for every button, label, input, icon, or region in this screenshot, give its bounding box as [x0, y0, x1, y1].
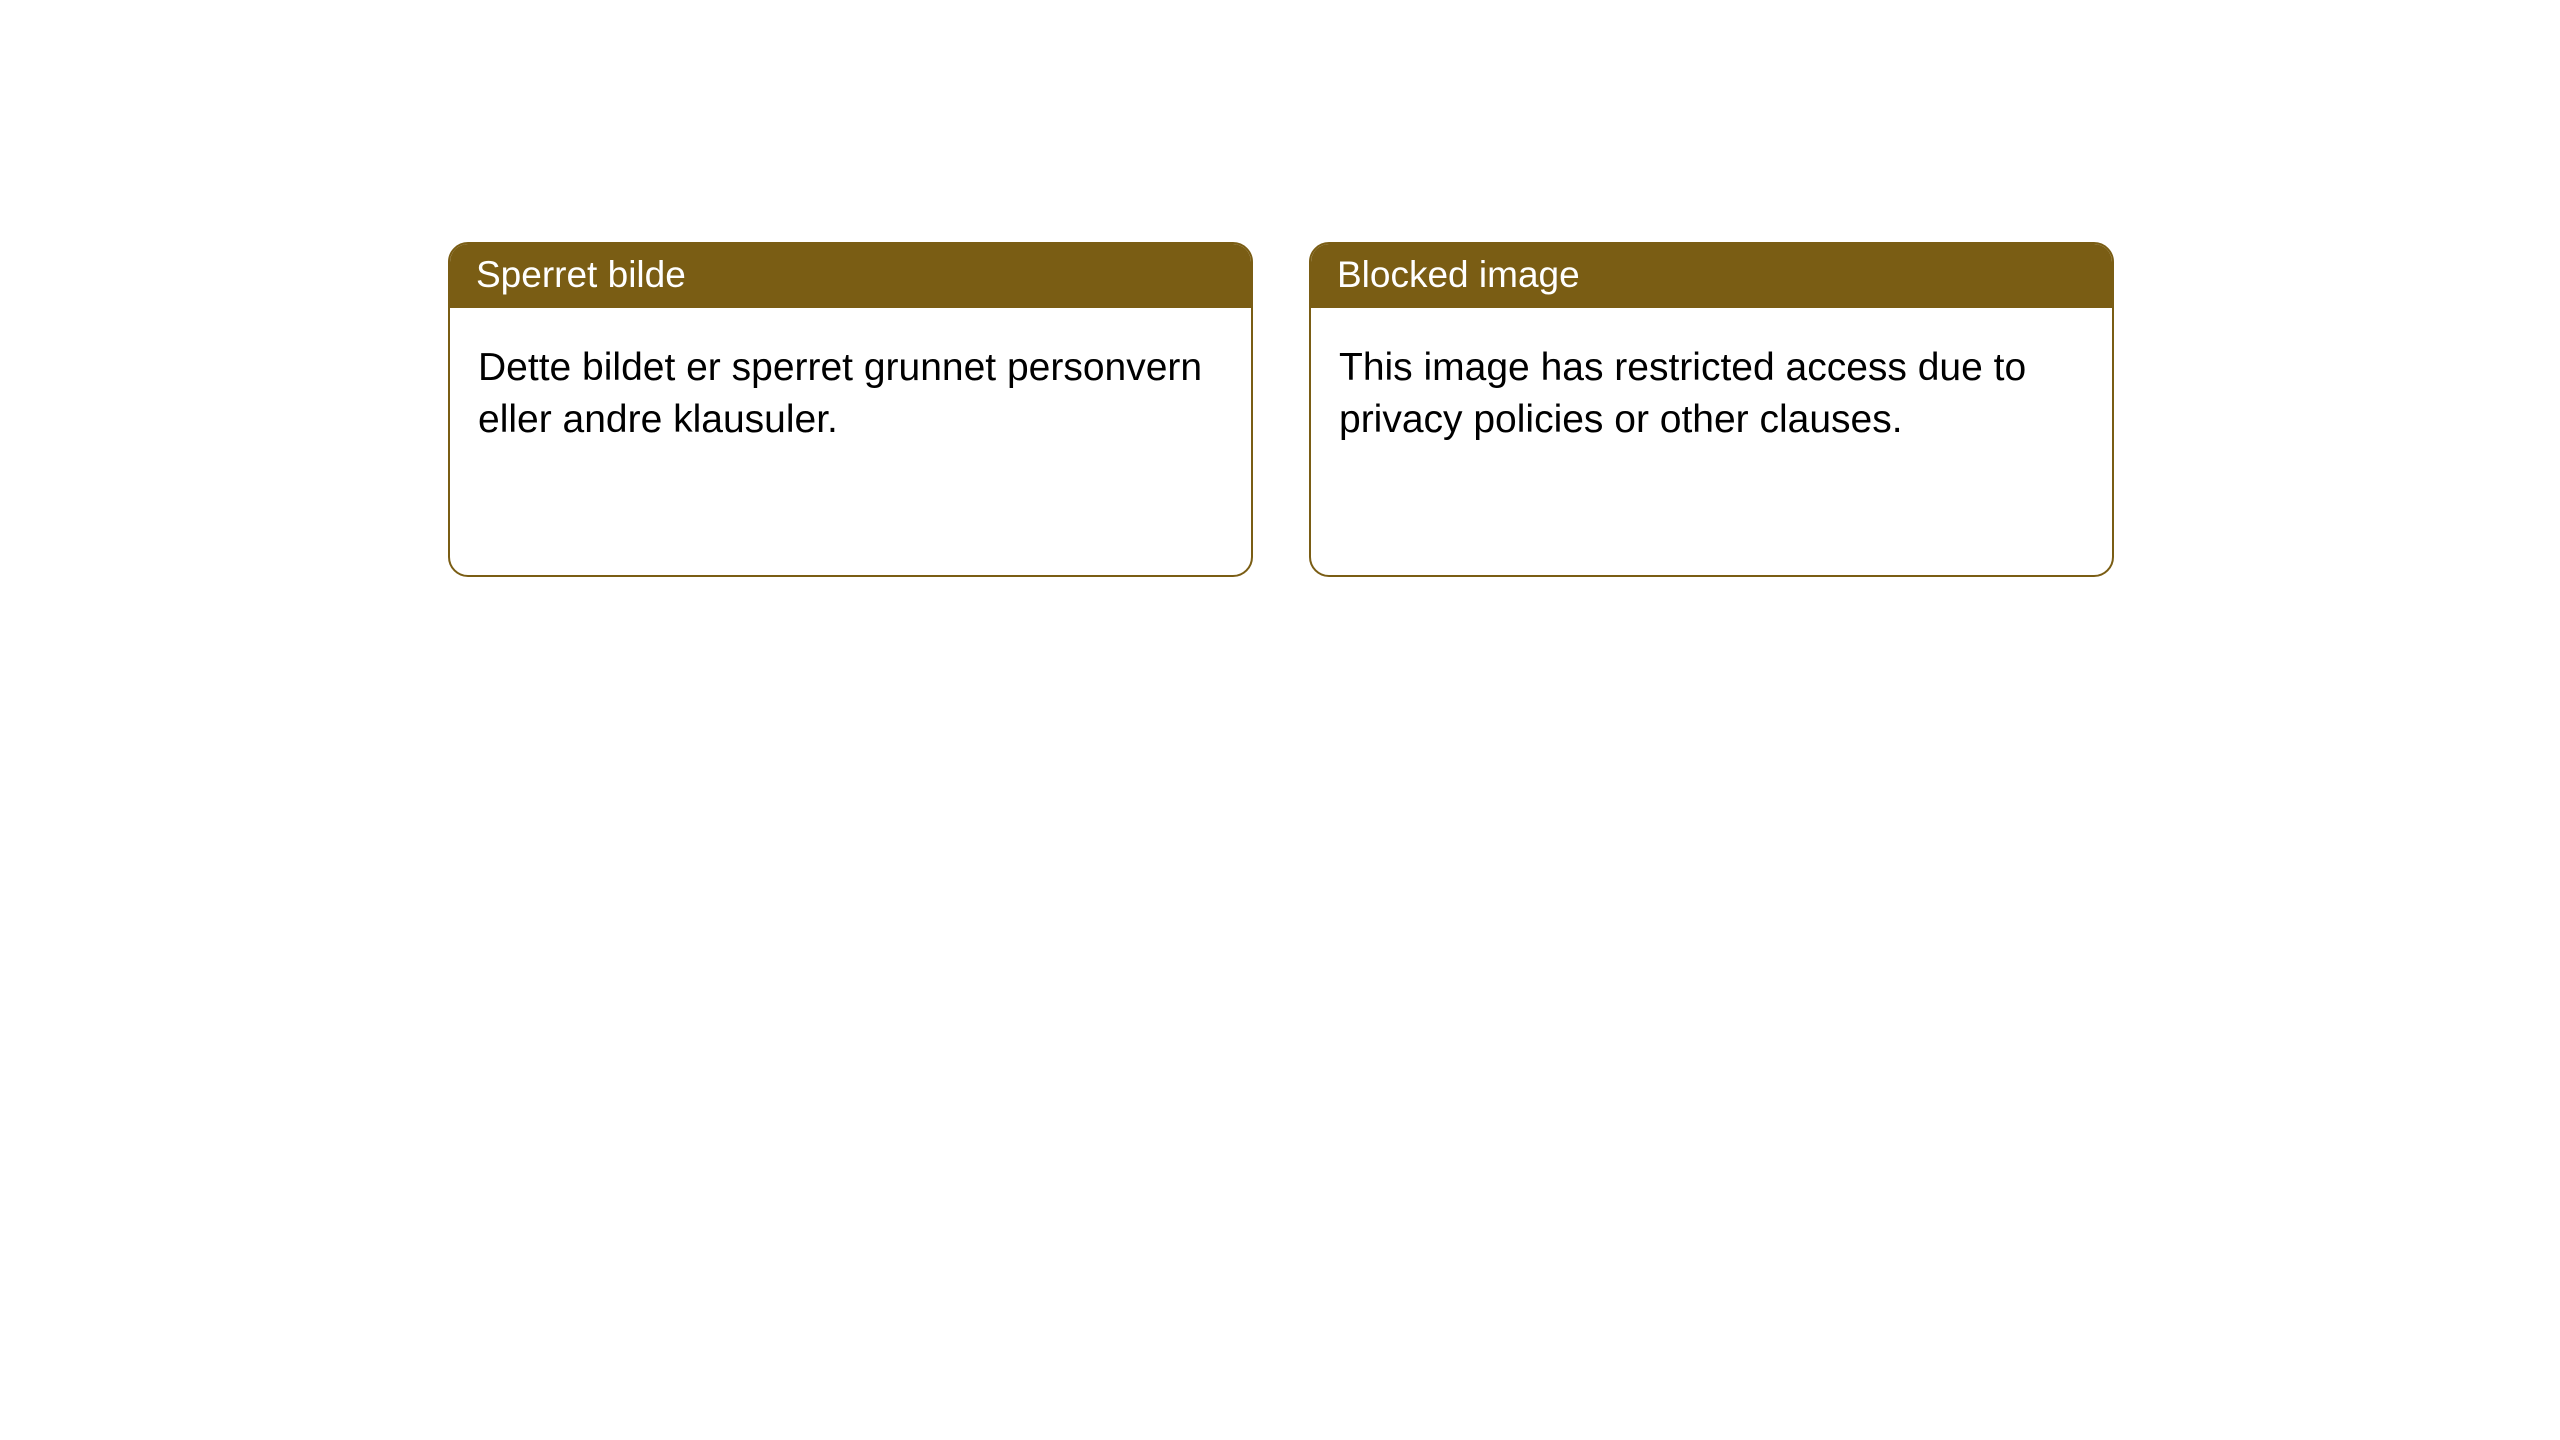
notice-container: Sperret bilde Dette bildet er sperret gr… [0, 0, 2560, 577]
notice-card-norwegian: Sperret bilde Dette bildet er sperret gr… [448, 242, 1253, 577]
notice-card-title: Sperret bilde [450, 244, 1251, 308]
notice-card-body: Dette bildet er sperret grunnet personve… [450, 308, 1251, 480]
notice-card-body: This image has restricted access due to … [1311, 308, 2112, 480]
notice-card-title: Blocked image [1311, 244, 2112, 308]
notice-card-english: Blocked image This image has restricted … [1309, 242, 2114, 577]
